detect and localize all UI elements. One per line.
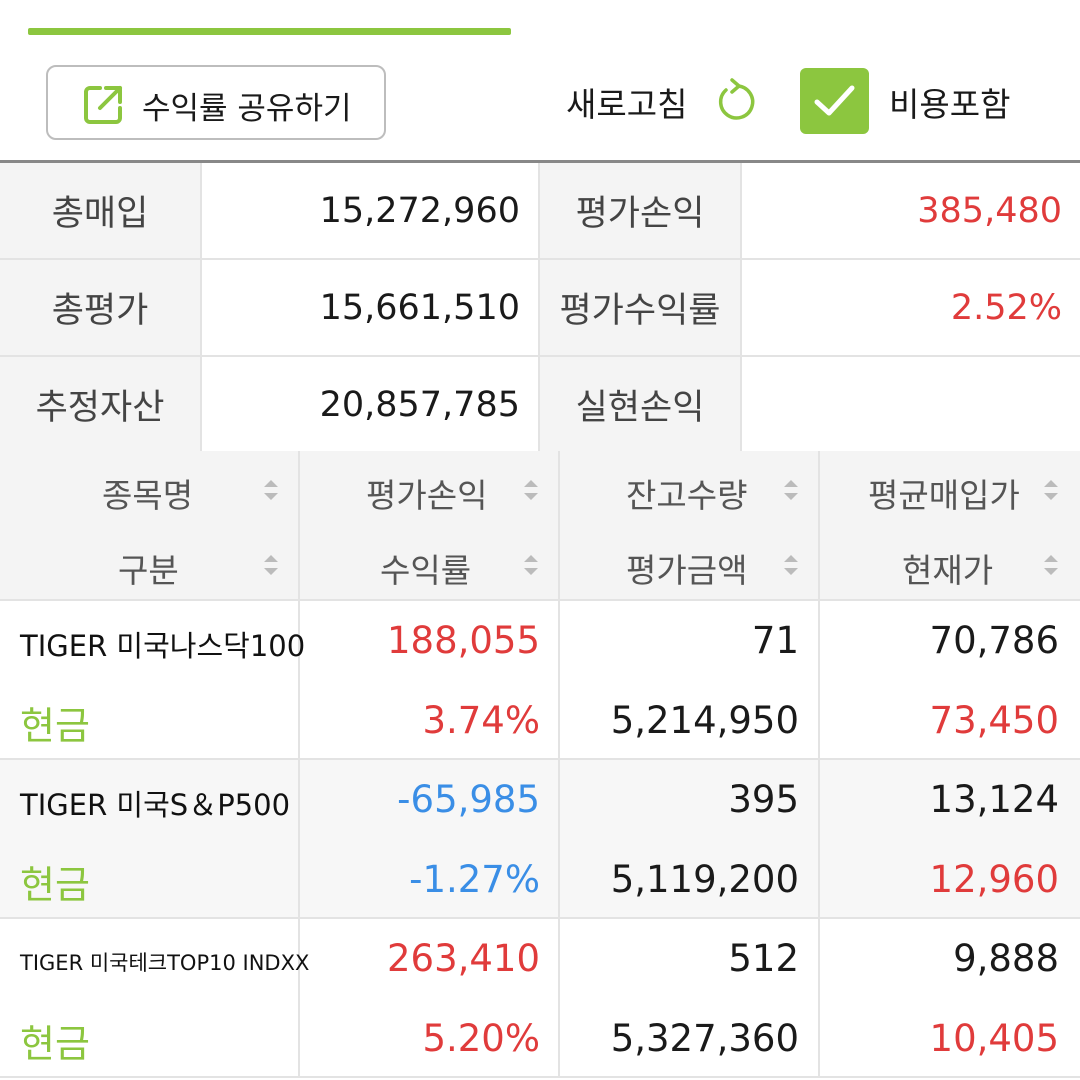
eval-pnl-value: 385,480	[917, 190, 1062, 231]
column-divider	[818, 451, 820, 601]
eval-return-rate-value: 2.52%	[950, 287, 1062, 328]
total-eval-value: 15,661,510	[202, 260, 540, 355]
column-divider	[558, 919, 560, 1078]
sort-icon	[524, 555, 538, 575]
share-return-button[interactable]: 수익률 공유하기	[46, 65, 386, 140]
realized-pnl-label: 실현손익	[540, 357, 742, 452]
holding-name: TIGER 미국나스닥100	[20, 629, 306, 663]
holding-pnl: -65,985	[397, 778, 540, 821]
holding-avg-price: 9,888	[953, 937, 1059, 980]
holding-name: TIGER 미국테크TOP10 INDXX	[20, 951, 310, 975]
holding-return-rate: 5.20%	[422, 1017, 540, 1060]
holding-category: 현금	[20, 1022, 90, 1066]
column-divider	[558, 451, 560, 601]
summary-row: 추정자산 20,857,785 실현손익	[0, 357, 1080, 454]
column-header-label: 현재가	[902, 551, 994, 590]
check-icon	[814, 85, 855, 116]
sort-quantity-header[interactable]: 잔고수량	[560, 451, 818, 526]
column-pnl: 평가손익 수익률	[300, 451, 558, 601]
total-purchase-label: 총매입	[0, 163, 202, 258]
eval-pnl-label: 평가손익	[540, 163, 742, 258]
toolbar: 수익률 공유하기 새로고침 비용포함	[0, 60, 1080, 144]
share-external-icon	[80, 82, 126, 128]
column-name: 종목명 구분	[0, 451, 300, 601]
sort-icon	[264, 480, 278, 500]
summary-row: 총매입 15,272,960 평가손익 385,480	[0, 163, 1080, 260]
column-header-label: 평균매입가	[868, 476, 1020, 515]
holding-row[interactable]: TIGER 미국S＆P500 현금 -65,985 -1.27% 395 5,1…	[0, 760, 1080, 919]
sort-icon	[784, 555, 798, 575]
summary-row: 총평가 15,661,510 평가수익률 2.52%	[0, 260, 1080, 357]
holding-row[interactable]: TIGER 미국나스닥100 현금 188,055 3.74% 71 5,214…	[0, 601, 1080, 760]
sort-icon	[1044, 555, 1058, 575]
estimated-assets-label: 추정자산	[0, 357, 202, 452]
holding-row[interactable]: TIGER 미국테크TOP10 INDXX 현금 263,410 5.20% 5…	[0, 919, 1080, 1078]
sort-pnl-header[interactable]: 평가손익	[300, 451, 558, 526]
column-header-label: 종목명	[102, 476, 194, 515]
column-divider	[298, 919, 300, 1078]
include-cost-label[interactable]: 비용포함	[889, 85, 1011, 124]
column-divider	[298, 451, 300, 601]
holding-current-price: 10,405	[929, 1017, 1059, 1060]
holding-eval-amount: 5,327,360	[610, 1017, 799, 1060]
column-header-label: 평가금액	[626, 551, 748, 590]
column-header-label: 평가손익	[366, 476, 488, 515]
sort-icon	[524, 480, 538, 500]
sort-icon	[1044, 480, 1058, 500]
summary-table: 총매입 15,272,960 평가손익 385,480 총평가 15,661,5…	[0, 160, 1080, 454]
sort-category-header[interactable]: 구분	[0, 526, 300, 601]
sort-icon	[784, 480, 798, 500]
holding-return-rate: -1.27%	[409, 858, 540, 901]
column-divider	[558, 760, 560, 919]
column-divider	[298, 760, 300, 919]
holding-current-price: 73,450	[929, 699, 1059, 742]
column-divider	[558, 601, 560, 760]
sort-rate-header[interactable]: 수익률	[300, 526, 558, 601]
sort-icon	[264, 555, 278, 575]
holding-avg-price: 13,124	[929, 778, 1059, 821]
holding-category: 현금	[20, 704, 90, 748]
sort-name-header[interactable]: 종목명	[0, 451, 300, 526]
holding-avg-price: 70,786	[929, 619, 1059, 662]
progress-fill	[28, 28, 511, 35]
column-divider	[818, 760, 820, 919]
holdings-header: 종목명 구분 평가손익 수익률 잔고수량 평가금액	[0, 451, 1080, 601]
sort-avg-price-header[interactable]: 평균매입가	[820, 451, 1080, 526]
holding-quantity: 71	[751, 619, 799, 662]
estimated-assets-value: 20,857,785	[202, 357, 540, 452]
holding-return-rate: 3.74%	[422, 699, 540, 742]
top-progress-bar	[0, 0, 1080, 40]
column-divider	[818, 919, 820, 1078]
holding-quantity: 395	[728, 778, 799, 821]
sort-current-price-header[interactable]: 현재가	[820, 526, 1080, 601]
holding-current-price: 12,960	[929, 858, 1059, 901]
column-header-label: 수익률	[380, 551, 472, 590]
include-cost-checkbox[interactable]	[800, 68, 869, 134]
column-quantity: 잔고수량 평가금액	[560, 451, 818, 601]
column-price: 평균매입가 현재가	[820, 451, 1080, 601]
holding-category: 현금	[20, 863, 90, 907]
total-eval-label: 총평가	[0, 260, 202, 355]
sort-eval-amount-header[interactable]: 평가금액	[560, 526, 818, 601]
holding-quantity: 512	[728, 937, 799, 980]
refresh-icon[interactable]	[712, 78, 758, 124]
holding-pnl: 263,410	[386, 937, 540, 980]
total-purchase-value: 15,272,960	[202, 163, 540, 258]
refresh-label[interactable]: 새로고침	[566, 85, 688, 124]
column-divider	[818, 601, 820, 760]
holding-pnl: 188,055	[386, 619, 540, 662]
holding-eval-amount: 5,214,950	[610, 699, 799, 742]
holding-eval-amount: 5,119,200	[610, 858, 799, 901]
column-divider	[298, 601, 300, 760]
realized-pnl-value	[742, 357, 1080, 452]
column-header-label: 잔고수량	[626, 476, 748, 515]
holding-name: TIGER 미국S＆P500	[20, 788, 291, 822]
share-button-label: 수익률 공유하기	[142, 91, 352, 127]
column-header-label: 구분	[118, 551, 179, 590]
eval-return-rate-label: 평가수익률	[540, 260, 742, 355]
